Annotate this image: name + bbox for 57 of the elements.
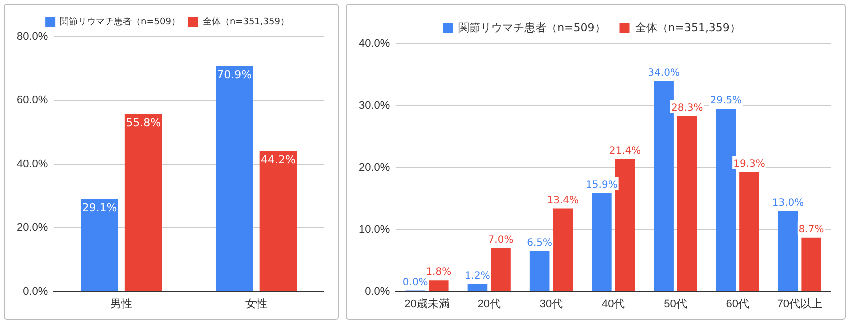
- bar: [530, 252, 550, 292]
- bar: [716, 109, 736, 292]
- legend-label: 全体（n=351,359）: [202, 16, 290, 28]
- bar: [81, 199, 118, 292]
- data-label: 1.2%: [465, 270, 490, 282]
- bar: [216, 66, 254, 292]
- legend-label: 関節リウマチ患者（n=509）: [60, 16, 180, 28]
- data-label: 34.0%: [648, 68, 680, 79]
- data-label: 13.4%: [547, 195, 580, 206]
- data-label: 1.8%: [426, 267, 452, 278]
- bar: [677, 116, 698, 292]
- data-label: 6.5%: [527, 238, 553, 250]
- y-tick-label: 10.0%: [358, 224, 390, 236]
- x-tick-label: 20代: [478, 298, 501, 310]
- y-tick-label: 20.0%: [358, 162, 390, 174]
- data-label: 15.9%: [586, 180, 618, 191]
- data-label: 29.1%: [82, 201, 118, 214]
- data-label: 29.5%: [710, 96, 742, 107]
- data-label: 70.9%: [217, 68, 252, 82]
- x-tick-label: 20歳未満: [404, 297, 450, 310]
- y-tick-label: 20.0%: [16, 222, 48, 234]
- legend-label: 関節リウマチ患者（n=509）: [458, 21, 606, 34]
- bar: [491, 248, 511, 292]
- bar: [553, 208, 574, 292]
- bar: [260, 151, 298, 292]
- x-tick-label: 50代: [664, 298, 688, 310]
- y-tick-label: 40.0%: [358, 38, 390, 50]
- y-tick-label: 80.0%: [16, 31, 48, 44]
- x-tick-label: 女性: [246, 298, 268, 310]
- bar: [124, 114, 162, 292]
- y-tick-label: 0.0%: [23, 286, 48, 298]
- bar: [428, 280, 449, 292]
- x-tick-label: 30代: [540, 298, 564, 310]
- data-label: 55.8%: [126, 116, 162, 130]
- y-tick-label: 30.0%: [358, 100, 390, 112]
- legend-label: 全体（n=351,359）: [635, 21, 741, 34]
- bar: [778, 211, 798, 292]
- y-tick-label: 0.0%: [365, 286, 390, 298]
- y-tick-label: 60.0%: [16, 94, 48, 107]
- x-tick-label: 70代以上: [777, 297, 823, 310]
- data-label: 8.7%: [798, 224, 824, 236]
- x-tick-label: 男性: [110, 298, 133, 310]
- data-label: 19.3%: [734, 158, 766, 170]
- x-tick-label: 40代: [602, 298, 626, 310]
- bar: [740, 172, 760, 292]
- y-tick-label: 40.0%: [16, 158, 48, 170]
- data-label: 13.0%: [772, 198, 804, 209]
- bar: [802, 238, 822, 292]
- bar: [468, 284, 488, 292]
- bar: [654, 81, 674, 292]
- x-tick-label: 60代: [726, 298, 750, 310]
- data-label: 7.0%: [488, 235, 514, 246]
- data-label: 21.4%: [609, 146, 642, 157]
- data-label: 0.0%: [402, 277, 428, 288]
- data-label: 44.2%: [260, 153, 296, 166]
- bar: [592, 193, 612, 292]
- data-label: 28.3%: [671, 103, 704, 114]
